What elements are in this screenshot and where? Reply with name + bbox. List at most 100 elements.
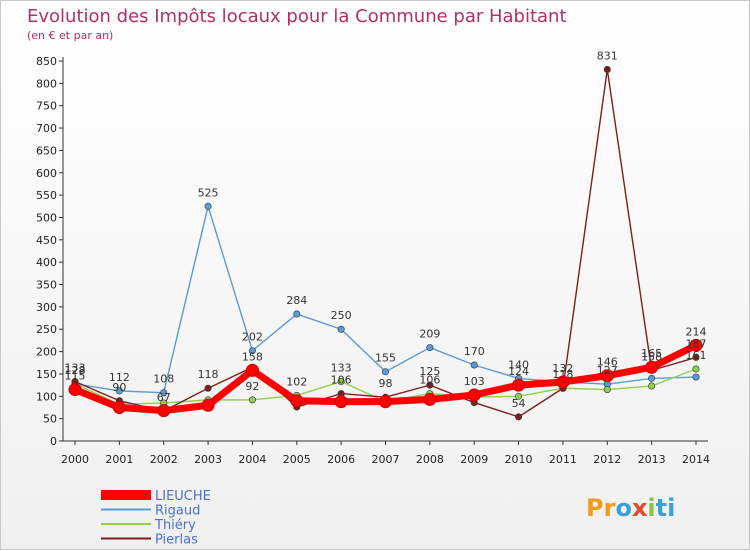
legend-label: LIEUCHE	[155, 489, 211, 504]
logo-letter: o	[615, 494, 632, 522]
proxiti-logo: Proxiti	[586, 494, 675, 522]
series-lieuche	[68, 338, 703, 418]
chart-title: Evolution des Impôts locaux pour la Comm…	[27, 6, 567, 27]
y-tick-label: 150	[36, 368, 57, 381]
data-point	[603, 386, 611, 394]
logo-letter: ti	[656, 494, 676, 522]
logo-letter: i	[647, 494, 655, 522]
x-tick-label: 2011	[549, 453, 577, 466]
data-point	[293, 310, 301, 318]
data-point	[337, 325, 345, 333]
chart-subtitle: (en € et par an)	[27, 29, 113, 42]
y-tick-label: 100	[36, 390, 57, 403]
data-label: 112	[109, 371, 130, 384]
x-tick-label: 2006	[327, 453, 355, 466]
y-tick-label: 300	[36, 301, 57, 314]
y-tick-label: 0	[50, 435, 57, 448]
data-point	[426, 381, 434, 389]
data-point	[600, 369, 614, 383]
x-tick-label: 2013	[638, 453, 666, 466]
data-label: 187	[686, 337, 707, 350]
data-point	[337, 378, 345, 386]
legend-label: Pierlas	[155, 533, 198, 548]
y-tick-label: 500	[36, 211, 57, 224]
data-point	[245, 363, 259, 377]
data-label: 118	[552, 368, 573, 381]
data-label: 54	[512, 397, 526, 410]
data-label: 103	[464, 375, 485, 388]
data-label: 140	[508, 358, 529, 371]
data-point	[115, 387, 123, 395]
data-point	[201, 398, 215, 412]
data-point	[248, 347, 256, 355]
data-point	[334, 395, 348, 409]
x-tick-label: 2010	[505, 453, 533, 466]
x-tick-label: 2004	[238, 453, 266, 466]
data-label: 158	[242, 350, 263, 363]
data-point	[692, 373, 700, 381]
data-point	[160, 389, 168, 397]
legend-swatch	[101, 490, 151, 500]
data-point	[204, 202, 212, 210]
legend-label: Thiéry	[154, 518, 196, 533]
data-label: 124	[508, 365, 529, 378]
data-label: 90	[112, 381, 126, 394]
data-point	[645, 360, 659, 374]
x-tick-label: 2012	[593, 453, 621, 466]
x-tick-label: 2005	[283, 453, 311, 466]
data-label: 155	[375, 352, 396, 365]
data-label: 250	[331, 309, 352, 322]
data-label: 161	[686, 349, 707, 362]
legend-item-lieuche: LIEUCHE	[101, 489, 211, 504]
data-label: 133	[331, 362, 352, 375]
data-point	[603, 65, 611, 73]
data-point	[426, 344, 434, 352]
data-label: 115	[65, 370, 86, 383]
data-label: 92	[245, 380, 259, 393]
data-label: 106	[419, 374, 440, 387]
y-tick-label: 350	[36, 279, 57, 292]
data-point	[515, 413, 523, 421]
logo-text: Proxiti	[586, 494, 675, 522]
x-tick-label: 2001	[105, 453, 133, 466]
y-tick-label: 750	[36, 100, 57, 113]
data-point	[648, 374, 656, 382]
data-point	[692, 353, 700, 361]
y-tick-label: 600	[36, 167, 57, 180]
data-point	[512, 378, 526, 392]
data-label: 170	[464, 345, 485, 358]
data-point	[379, 395, 392, 409]
y-tick-label: 200	[36, 346, 57, 359]
data-point	[648, 382, 656, 390]
logo-letter: x	[632, 494, 648, 522]
data-label: 284	[286, 294, 307, 307]
legend-label: Rigaud	[155, 504, 200, 519]
data-point	[381, 368, 389, 376]
data-label: 106	[331, 374, 352, 387]
y-tick-label: 650	[36, 144, 57, 157]
x-tick-label: 2014	[682, 453, 710, 466]
data-label: 133	[65, 362, 86, 375]
legend-item-pierlas: Pierlas	[101, 533, 198, 548]
data-label: 108	[153, 373, 174, 386]
data-point	[467, 388, 481, 402]
x-tick-label: 2003	[194, 453, 222, 466]
y-tick-label: 800	[36, 77, 57, 90]
data-label: 209	[419, 328, 440, 341]
x-tick-label: 2008	[416, 453, 444, 466]
y-tick-label: 50	[43, 413, 57, 426]
data-point	[248, 396, 256, 404]
x-tick-label: 2000	[61, 453, 89, 466]
data-label: 525	[198, 186, 219, 199]
y-tick-label: 700	[36, 122, 57, 135]
series-layer	[68, 65, 703, 421]
y-tick-label: 450	[36, 234, 57, 247]
data-point	[692, 365, 700, 373]
y-tick-label: 850	[36, 55, 57, 68]
data-point	[423, 392, 437, 406]
data-point	[689, 338, 703, 352]
data-label: 831	[597, 49, 618, 62]
